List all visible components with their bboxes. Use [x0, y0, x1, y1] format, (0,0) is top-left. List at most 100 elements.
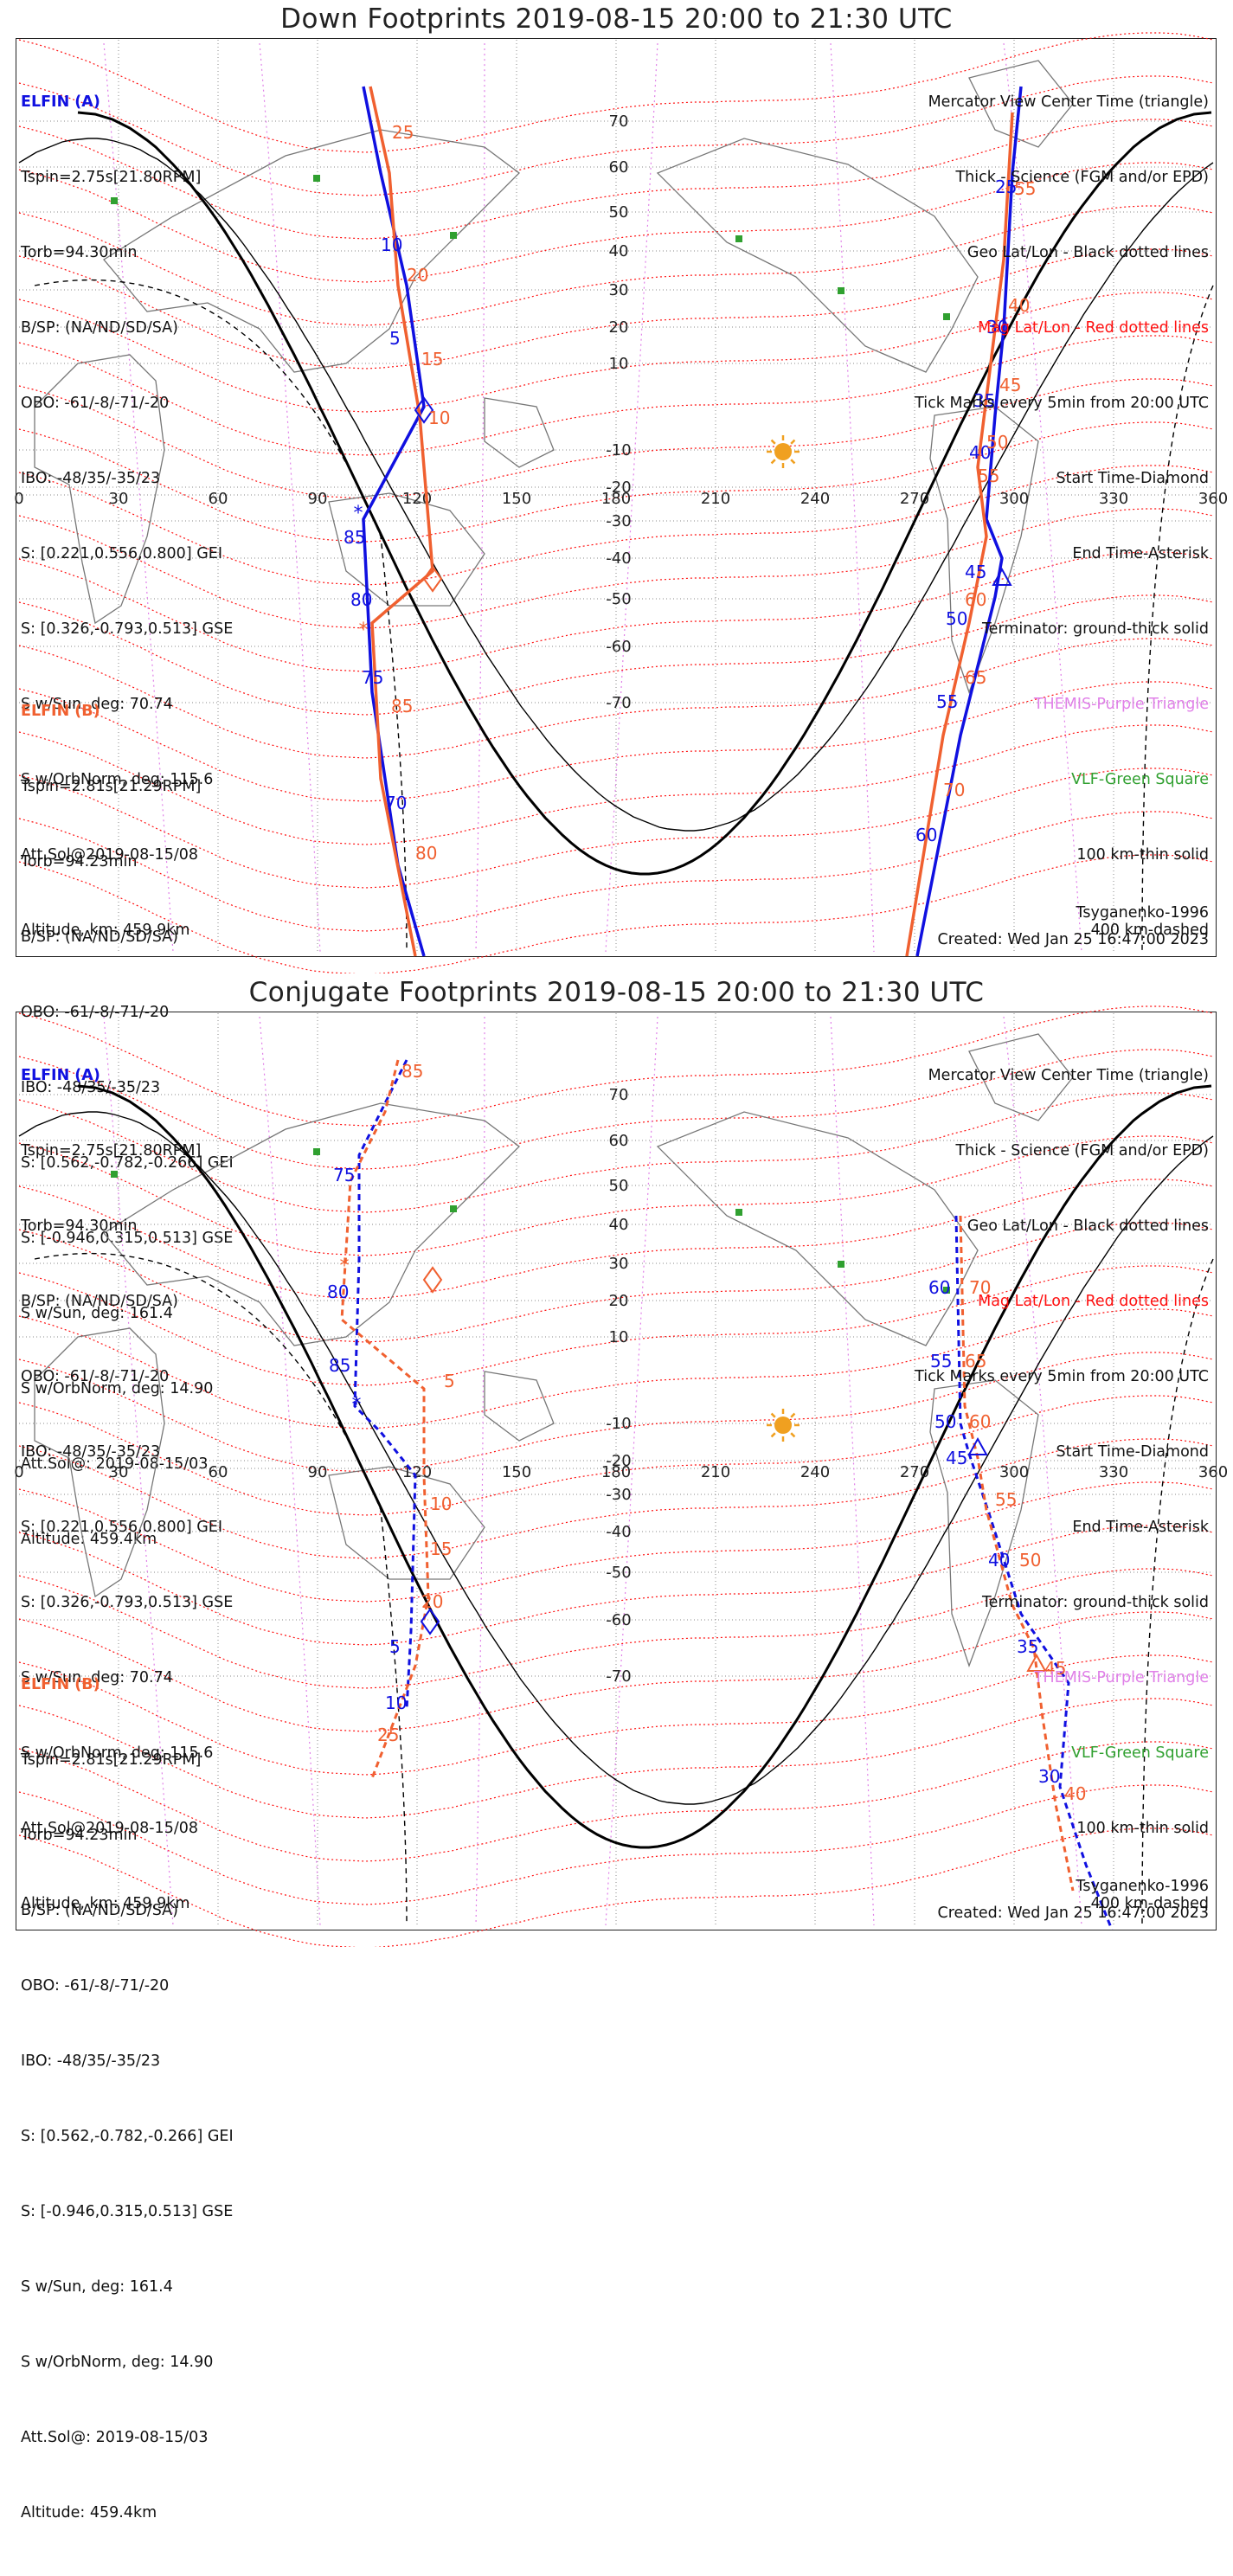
legend-line: 400 km-dashed: [1090, 1895, 1209, 1912]
info-line: Tspin=2.81s[21.29RPM]: [21, 1751, 202, 1769]
elfin-a-time-label: 75: [333, 1165, 355, 1185]
lat-tick-label: 40: [609, 1216, 629, 1234]
end-asterisk-marker: *: [352, 1394, 362, 1416]
panel-title: Conjugate Footprints 2019-08-15 20:00 to…: [248, 977, 985, 1008]
center-triangle-marker: [992, 567, 1012, 586]
footprint-map: 0 30 60 90 120 150 180 210 240 270 300 330 360706050…: [14, 32, 1228, 973]
elfin-b-name: ELFIN (B): [21, 1676, 100, 1693]
elfin-a-info: ELFIN (A) Tspin=2.75s[21.80RPM] Torb=94.…: [21, 1013, 233, 1967]
legend-line: Mercator View Center Time (triangle): [928, 1067, 1209, 1084]
vlf-station-square: [943, 313, 950, 320]
elfin-a-track: [915, 86, 1023, 957]
mag-meridian: [259, 1016, 321, 1926]
lat-tick-label: -60: [606, 638, 631, 656]
continent-outline: [656, 138, 979, 373]
lon-tick-label: 60: [209, 490, 228, 508]
start-diamond-marker: [414, 396, 434, 424]
terminator-400km: [34, 1252, 408, 1926]
conjugate-footprints-panel: Conjugate Footprints 2019-08-15 20:00 to…: [0, 973, 1233, 2521]
vlf-station-square: [450, 1205, 457, 1212]
legend-line: Geo Lat/Lon - Black dotted lines: [966, 244, 1209, 261]
lon-tick-label: 360: [1198, 490, 1228, 508]
vlf-station-square: [111, 1171, 118, 1178]
info-line: B/SP: (NA/ND/SD/SA): [21, 1293, 178, 1310]
lat-tick-label: -10: [606, 1415, 631, 1433]
lon-tick-label: 150: [502, 490, 531, 508]
info-line: IBO: -48/35/-35/23: [21, 1079, 161, 1096]
elfin-a-track: [353, 1059, 417, 1710]
continent-outline: [484, 397, 555, 468]
lon-tick-label: 0: [14, 1463, 23, 1481]
sun-ray: [790, 439, 796, 445]
continent-outline: [34, 354, 165, 625]
mag-meridian: [259, 42, 321, 953]
sun-icon: [767, 435, 800, 468]
vlf-station-square: [313, 1148, 320, 1155]
legend-line: End Time-Asterisk: [1072, 1519, 1209, 1536]
sun-ray: [770, 1432, 776, 1438]
lat-tick-label: -20: [606, 1452, 631, 1470]
info-line: OBO: -61/-8/-71/-20: [21, 1977, 170, 1995]
terminator-ground: [77, 1084, 1212, 1849]
lat-tick-label: 20: [609, 1292, 629, 1310]
lon-tick-label: 300: [999, 1463, 1029, 1481]
continent-outline: [656, 1111, 979, 1346]
lat-tick-label: -10: [606, 441, 631, 459]
mag-meridian: [475, 42, 485, 953]
sun-ray: [790, 1412, 796, 1418]
info-line: S w/Sun, deg: 70.74: [21, 1669, 173, 1686]
end-asterisk-marker: *: [340, 1256, 350, 1277]
lat-tick-label: -40: [606, 1523, 631, 1541]
elfin-a-time-label: 55: [936, 691, 958, 712]
legend-line: VLF-Green Square: [1071, 771, 1209, 788]
info-line: IBO: -48/35/-35/23: [21, 1443, 161, 1461]
elfin-a-time-label: 80: [350, 589, 372, 610]
lat-tick-label: 30: [609, 1255, 629, 1273]
info-line: Torb=94.23min: [21, 1827, 138, 1844]
lon-tick-label: 270: [900, 1463, 929, 1481]
legend-line: 100 km-thin solid: [1076, 846, 1209, 864]
start-diamond-marker: [420, 1608, 440, 1635]
info-line: S w/Sun, deg: 161.4: [21, 2278, 173, 2296]
terminator-400km: [1141, 285, 1214, 953]
sun-ray: [770, 459, 776, 465]
lon-tick-label: 210: [701, 1463, 730, 1481]
start-diamond-marker: [422, 1266, 443, 1294]
info-line: S w/OrbNorm, deg: 115.6: [21, 1744, 214, 1762]
continent-outline: [929, 1379, 1039, 1667]
lon-tick-label: 0: [14, 490, 23, 508]
lon-tick-label: 150: [502, 1463, 531, 1481]
lon-tick-label: 90: [308, 490, 328, 508]
lat-tick-label: 70: [609, 112, 629, 131]
lat-tick-label: -50: [606, 1564, 631, 1582]
legend-line: End Time-Asterisk: [1072, 545, 1209, 562]
elfin-b-time-label: 70: [969, 1277, 991, 1298]
elfin-a-time-label: 85: [344, 527, 365, 548]
info-line: Torb=94.30min: [21, 244, 138, 261]
elfin-b-time-label: 15: [430, 1539, 452, 1559]
elfin-a-time-label: 75: [362, 667, 383, 688]
continent-outline: [484, 1371, 555, 1442]
lat-tick-label: 50: [609, 203, 629, 222]
legend-line: Mercator View Center Time (triangle): [928, 93, 1209, 111]
elfin-b-time-label: 20: [421, 1591, 443, 1612]
info-line: Altitude: 459.4km: [21, 2504, 157, 2521]
elfin-b-time-label: 55: [978, 466, 999, 486]
legend-line: Mag Lat/Lon - Red dotted lines: [978, 319, 1209, 337]
mag-meridian: [103, 42, 174, 953]
elfin-a-time-label: 45: [965, 562, 986, 582]
sun-ray: [790, 459, 796, 465]
elfin-a-time-label: 80: [327, 1282, 349, 1302]
panel-title: Down Footprints 2019-08-15 20:00 to 21:3…: [280, 3, 953, 35]
terminator-100km: [18, 1111, 1214, 1805]
lat-tick-label: 20: [609, 318, 629, 337]
lon-tick-label: 330: [1099, 1463, 1128, 1481]
elfin-b-track: [959, 1215, 1075, 1892]
elfin-b-time-label: 45: [999, 375, 1021, 395]
terminator-100km: [18, 138, 1214, 832]
mag-meridian: [475, 1016, 485, 1926]
elfin-a-info: ELFIN (A) Tspin=2.75s[21.80RPM] Torb=94.…: [21, 40, 233, 993]
elfin-b-info: ELFIN (B) Tspin=2.81s[21.29RPM] Torb=94.…: [21, 649, 234, 1603]
elfin-a-time-label: 40: [988, 1550, 1010, 1571]
elfin-a-name: ELFIN (A): [21, 93, 100, 111]
